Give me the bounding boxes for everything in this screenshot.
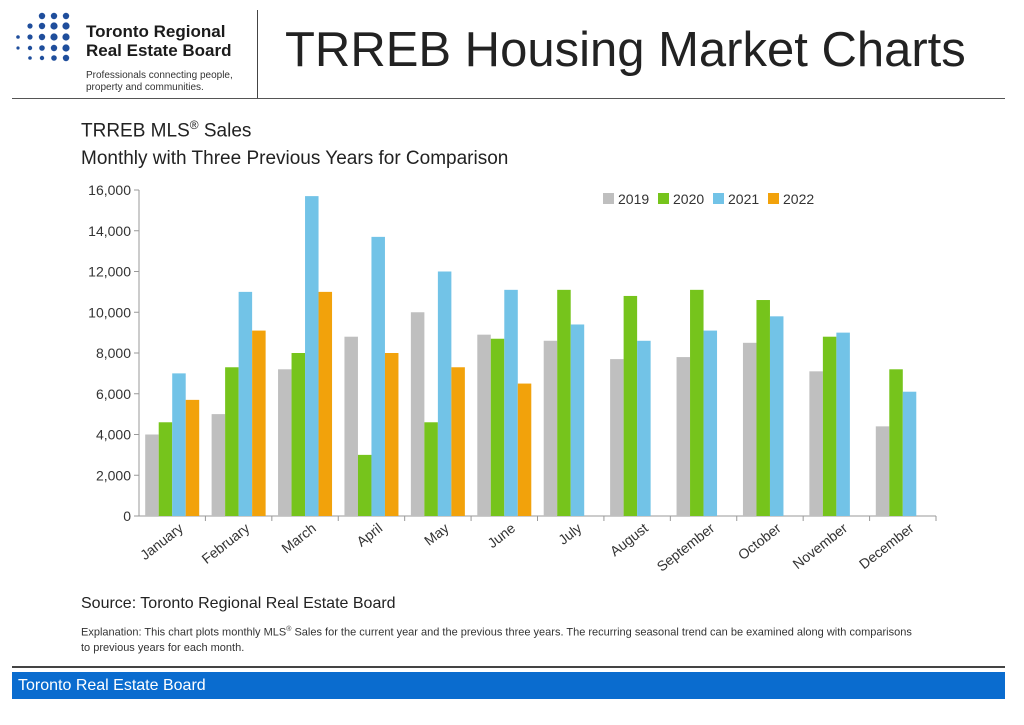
bar-2019-june — [477, 334, 491, 516]
x-tick-label: August — [607, 520, 651, 560]
y-tick-label: 12,000 — [88, 264, 131, 280]
bar-2020-january — [158, 422, 173, 516]
y-tick-label: 16,000 — [88, 182, 131, 198]
explanation-suffix: Sales for the current year and the previ… — [81, 626, 912, 654]
bar-2021-april — [371, 236, 385, 517]
chart-subtitle: Monthly with Three Previous Years for Co… — [81, 148, 509, 169]
bar-2022-february — [252, 330, 266, 516]
bar-2020-may — [424, 422, 438, 516]
bar-2021-august — [637, 340, 651, 516]
brand-name-line1: Toronto Regional — [86, 22, 226, 41]
x-tick-label: July — [555, 520, 584, 548]
bar-2020-july — [557, 289, 571, 516]
bar-2020-august — [623, 295, 638, 516]
bar-2020-september — [690, 289, 704, 516]
bar-2019-september — [676, 357, 691, 516]
chart-title-prefix: TRREB MLS — [81, 120, 190, 142]
x-tick-label: February — [198, 520, 252, 567]
x-tick-label: June — [484, 520, 518, 551]
x-tick-label: March — [278, 520, 319, 557]
bar-2021-september — [703, 330, 718, 516]
y-tick-label: 6,000 — [96, 386, 131, 402]
bar-2019-february — [211, 414, 226, 516]
bar-2020-march — [291, 353, 306, 516]
legend-swatch-2021 — [713, 193, 724, 204]
header: Toronto Regional Real Estate Board Profe… — [0, 0, 1024, 100]
bar-2021-july — [570, 324, 585, 516]
explanation-note: Explanation: This chart plots monthly ML… — [81, 622, 921, 656]
legend-label-2020: 2020 — [673, 191, 704, 207]
bar-2019-april — [344, 336, 358, 516]
bar-2022-january — [185, 399, 200, 516]
bar-2019-march — [278, 369, 292, 516]
explanation-reg-mark: ® — [286, 626, 292, 633]
brand-name: Toronto Regional Real Estate Board — [86, 22, 232, 60]
bar-2021-february — [238, 291, 253, 516]
y-tick-label: 14,000 — [88, 223, 131, 239]
y-tick-label: 4,000 — [96, 427, 131, 443]
x-tick-label: October — [735, 520, 784, 563]
page-title: TRREB Housing Market Charts — [285, 23, 966, 77]
footer-rule — [12, 666, 1005, 668]
bar-2019-october — [742, 342, 757, 516]
header-divider — [257, 10, 258, 98]
bar-2019-may — [410, 312, 425, 516]
explanation-prefix: Explanation: This chart plots monthly ML… — [81, 626, 287, 639]
bar-2020-october — [756, 300, 770, 516]
legend-label-2019: 2019 — [618, 191, 649, 207]
legend-swatch-2022 — [768, 193, 779, 204]
y-tick-label: 2,000 — [96, 467, 131, 483]
brand-name-line2: Real Estate Board — [86, 41, 232, 60]
bar-2022-march — [318, 291, 333, 516]
footer-bar: Toronto Real Estate Board — [12, 672, 1005, 699]
bar-2021-march — [305, 196, 319, 517]
bar-2021-december — [902, 391, 917, 516]
bar-2020-february — [225, 367, 239, 516]
bar-2020-april — [357, 454, 372, 516]
trreb-logo-icon — [16, 12, 70, 62]
bar-2022-may — [451, 367, 465, 516]
legend-label-2021: 2021 — [728, 191, 759, 207]
bar-2019-december — [875, 426, 890, 516]
bar-2022-april — [384, 353, 399, 516]
bar-chart: 0 2,000 4,000 6,000 8,000 10,000 12,000 14,000 1… — [88, 182, 937, 575]
legend-swatch-2020 — [658, 193, 669, 204]
x-tick-label: May — [421, 520, 452, 549]
chart-title-reg-mark: ® — [189, 118, 199, 132]
chart-title-suffix: Sales — [198, 120, 252, 142]
bar-2019-july — [543, 340, 558, 516]
footer-label: Toronto Real Estate Board — [18, 677, 206, 694]
bar-2019-november — [809, 371, 823, 516]
bar-2021-january — [172, 373, 186, 516]
bar-2021-june — [504, 289, 518, 516]
bar-2019-august — [610, 359, 624, 516]
source-note: Source: Toronto Regional Real Estate Boa… — [81, 595, 396, 612]
x-tick-label: January — [137, 520, 186, 563]
bar-2022-june — [517, 383, 532, 516]
y-tick-label: 10,000 — [88, 304, 131, 320]
legend-swatch-2019 — [603, 193, 614, 204]
bar-2021-november — [836, 332, 850, 516]
bar-2021-may — [437, 271, 452, 516]
x-tick-label: April — [353, 520, 385, 550]
x-tick-label: November — [789, 520, 850, 573]
x-tick-label: September — [654, 520, 718, 575]
brand-tagline: Professionals connecting people, propert… — [86, 70, 233, 93]
legend-label-2022: 2022 — [783, 191, 814, 207]
y-tick-label: 0 — [123, 508, 131, 524]
x-tick-label: December — [856, 520, 917, 573]
bar-2020-november — [822, 336, 837, 516]
header-rule — [12, 98, 1005, 99]
bar-2021-october — [769, 316, 784, 516]
bar-2020-december — [889, 369, 903, 516]
y-tick-label: 8,000 — [96, 345, 131, 361]
bar-2020-june — [490, 338, 505, 516]
chart-title: TRREB MLS® Sales — [81, 118, 251, 142]
bar-2019-january — [145, 434, 159, 516]
